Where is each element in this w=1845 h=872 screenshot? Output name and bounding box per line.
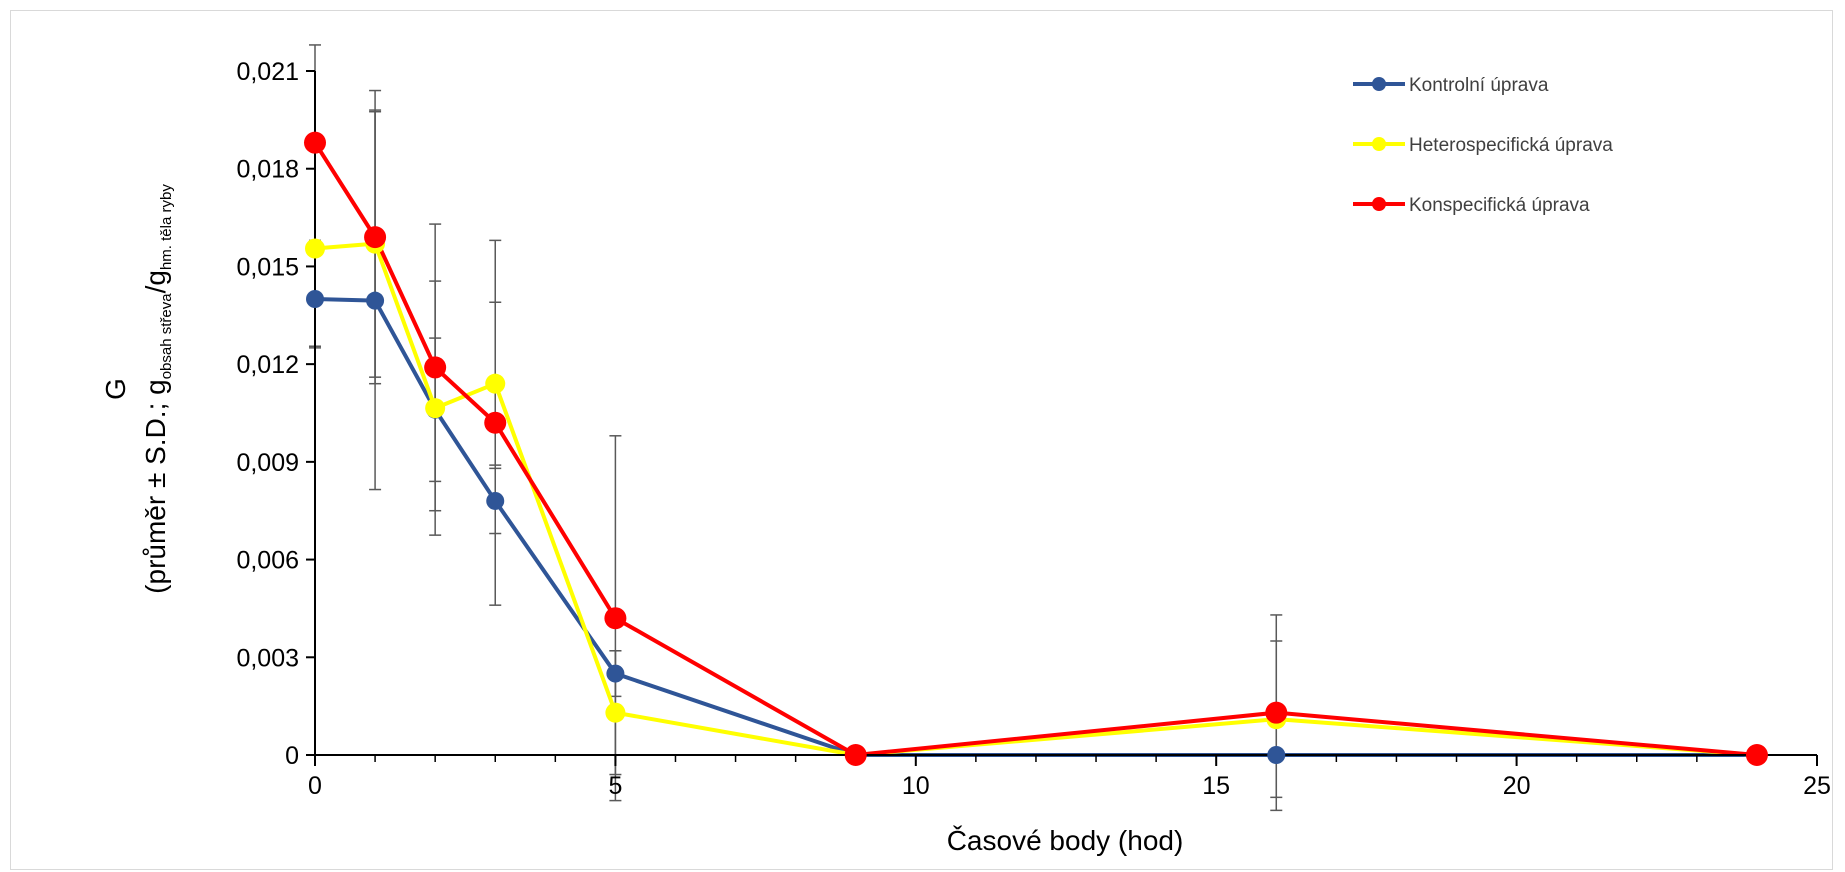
data-point-series-3 <box>844 744 867 766</box>
y-tick-label: 0,015 <box>236 253 299 281</box>
y-tick-label: 0,012 <box>236 351 299 379</box>
data-point-series-3 <box>1745 744 1768 766</box>
series-lines <box>313 141 1758 757</box>
series-line-2 <box>314 241 1758 757</box>
series-line-1 <box>314 297 1757 757</box>
x-tick-label: 20 <box>1503 772 1531 800</box>
data-point-series-1 <box>606 664 625 683</box>
legend-label: Konspecifická úprava <box>1409 195 1590 216</box>
axes: 0 0,003 0,006 0,009 0,012 0,015 0,018 0,021 0 5 10… <box>236 58 1830 800</box>
y-tick-label: 0 <box>285 742 299 770</box>
y-axis-label-main: (průměr ± S.D.; g <box>140 379 171 594</box>
x-tick-label: 10 <box>902 772 930 800</box>
y-tick-label: 0,009 <box>236 449 299 477</box>
legend-label: Kontrolní úprava <box>1409 75 1549 96</box>
legend-swatch-marker <box>1372 137 1386 151</box>
y-axis-label-line1: G <box>100 378 131 400</box>
x-tick-label: 25 <box>1803 772 1831 800</box>
y-tick-label: 0,021 <box>236 58 299 86</box>
legend: Kontrolní úprava Heterospecifická úprava K… <box>1353 75 1613 216</box>
data-point-series-1 <box>486 491 505 510</box>
data-point-series-3 <box>484 411 507 434</box>
x-tick-label: 5 <box>608 772 622 800</box>
y-axis-label-sub1: obsah střeva <box>158 293 175 380</box>
y-axis-label: G (průměr ± S.D.; gobsah střeva/ghm. těl… <box>100 184 175 594</box>
data-point-series-3 <box>424 356 447 379</box>
x-tick-label: 0 <box>308 772 322 800</box>
y-axis-label-sub2: hm. těla ryby <box>158 184 175 270</box>
data-point-series-2 <box>425 398 446 419</box>
data-point-series-1 <box>366 291 385 310</box>
error-bars <box>309 44 1283 812</box>
legend-swatch-marker <box>1372 197 1386 211</box>
legend-swatch-marker <box>1372 77 1386 91</box>
data-point-series-2 <box>305 238 325 259</box>
data-point-series-1 <box>1267 746 1286 764</box>
x-axis-label: Časové body (hod) <box>947 825 1184 856</box>
data-point-series-3 <box>604 607 627 630</box>
y-tick-label: 0,018 <box>236 156 299 184</box>
data-point-series-3 <box>1265 701 1288 724</box>
y-tick-label: 0,006 <box>236 547 299 575</box>
data-point-series-2 <box>485 373 506 394</box>
y-axis-label-sep: /g <box>140 270 171 293</box>
data-point-series-3 <box>304 131 326 154</box>
y-tick-label: 0,003 <box>236 644 299 672</box>
series-line-3 <box>313 141 1758 757</box>
data-point-series-2 <box>605 702 626 723</box>
data-point-series-3 <box>364 226 387 249</box>
x-tick-label: 15 <box>1202 772 1230 800</box>
legend-label: Heterospecifická úprava <box>1409 135 1613 156</box>
y-axis-label-line2: (průměr ± S.D.; gobsah střeva/ghm. těla … <box>140 184 175 594</box>
data-point-series-1 <box>306 290 324 308</box>
chart-frame <box>10 10 1833 870</box>
series-markers <box>304 131 1768 766</box>
